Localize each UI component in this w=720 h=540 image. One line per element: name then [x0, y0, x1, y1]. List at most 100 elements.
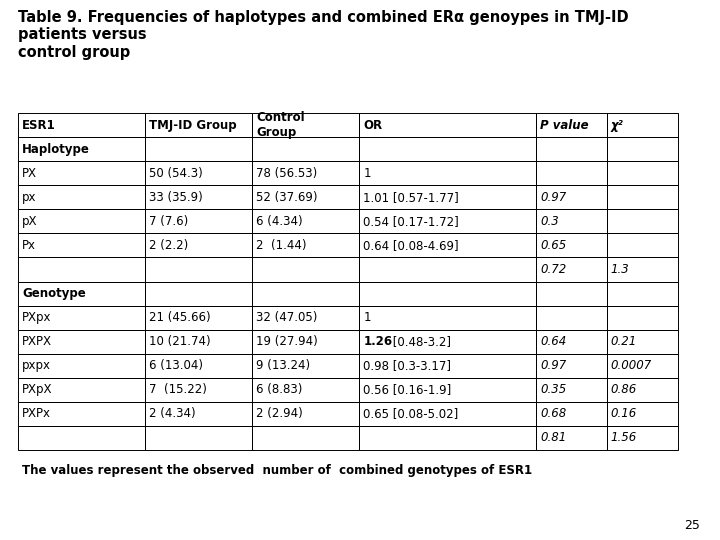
- Bar: [607, 185, 678, 210]
- Bar: [607, 113, 678, 137]
- Text: 0.68: 0.68: [540, 407, 567, 421]
- Bar: [536, 426, 607, 450]
- Text: [0.48-3.2]: [0.48-3.2]: [390, 335, 451, 348]
- Bar: [145, 426, 252, 450]
- Text: PXpX: PXpX: [22, 383, 53, 396]
- Bar: [18, 281, 145, 306]
- Text: 0.56 [0.16-1.9]: 0.56 [0.16-1.9]: [363, 383, 451, 396]
- Text: OR: OR: [363, 119, 382, 132]
- Bar: [252, 210, 359, 233]
- Bar: [252, 137, 359, 161]
- Bar: [607, 161, 678, 185]
- Text: 1.01 [0.57-1.77]: 1.01 [0.57-1.77]: [363, 191, 459, 204]
- Text: Px: Px: [22, 239, 36, 252]
- Bar: [252, 426, 359, 450]
- Bar: [145, 137, 252, 161]
- Bar: [145, 329, 252, 354]
- Bar: [359, 161, 536, 185]
- Text: Table 9. Frequencies of haplotypes and combined ERα genoypes in TMJ-ID
patients : Table 9. Frequencies of haplotypes and c…: [18, 10, 629, 60]
- Bar: [18, 233, 145, 258]
- Text: 1: 1: [363, 311, 371, 324]
- Bar: [359, 113, 536, 137]
- Bar: [359, 137, 536, 161]
- Bar: [536, 113, 607, 137]
- Text: Genotype: Genotype: [22, 287, 86, 300]
- Text: 6 (8.83): 6 (8.83): [256, 383, 302, 396]
- Bar: [18, 161, 145, 185]
- Bar: [145, 233, 252, 258]
- Bar: [252, 402, 359, 426]
- Bar: [536, 161, 607, 185]
- Text: 0.35: 0.35: [540, 383, 567, 396]
- Bar: [607, 354, 678, 378]
- Text: 0.16: 0.16: [611, 407, 637, 421]
- Text: 0.64 [0.08-4.69]: 0.64 [0.08-4.69]: [363, 239, 459, 252]
- Bar: [607, 210, 678, 233]
- Text: 0.65 [0.08-5.02]: 0.65 [0.08-5.02]: [363, 407, 459, 421]
- Bar: [359, 233, 536, 258]
- Bar: [536, 281, 607, 306]
- Bar: [145, 378, 252, 402]
- Bar: [607, 258, 678, 281]
- Bar: [18, 402, 145, 426]
- Bar: [18, 113, 145, 137]
- Bar: [18, 258, 145, 281]
- Bar: [252, 258, 359, 281]
- Bar: [145, 402, 252, 426]
- Text: PXpx: PXpx: [22, 311, 52, 324]
- Text: 0.3: 0.3: [540, 215, 559, 228]
- Bar: [359, 258, 536, 281]
- Bar: [145, 354, 252, 378]
- Text: PXPx: PXPx: [22, 407, 51, 421]
- Text: 6 (4.34): 6 (4.34): [256, 215, 303, 228]
- Text: 2 (2.2): 2 (2.2): [149, 239, 189, 252]
- Bar: [145, 210, 252, 233]
- Bar: [18, 378, 145, 402]
- Text: Control
Group: Control Group: [256, 111, 305, 139]
- Bar: [607, 426, 678, 450]
- Bar: [607, 137, 678, 161]
- Bar: [145, 113, 252, 137]
- Text: 0.64: 0.64: [540, 335, 567, 348]
- Bar: [252, 281, 359, 306]
- Bar: [607, 329, 678, 354]
- Bar: [252, 306, 359, 329]
- Bar: [252, 185, 359, 210]
- Bar: [18, 185, 145, 210]
- Text: 6 (13.04): 6 (13.04): [149, 359, 203, 372]
- Text: 0.54 [0.17-1.72]: 0.54 [0.17-1.72]: [363, 215, 459, 228]
- Text: 78 (56.53): 78 (56.53): [256, 167, 318, 180]
- Bar: [536, 185, 607, 210]
- Bar: [536, 378, 607, 402]
- Text: 2 (4.34): 2 (4.34): [149, 407, 196, 421]
- Text: PXPX: PXPX: [22, 335, 52, 348]
- Text: px: px: [22, 191, 37, 204]
- Bar: [145, 258, 252, 281]
- Text: TMJ-ID Group: TMJ-ID Group: [149, 119, 237, 132]
- Text: 7 (7.6): 7 (7.6): [149, 215, 189, 228]
- Bar: [359, 281, 536, 306]
- Bar: [607, 233, 678, 258]
- Text: 1.3: 1.3: [611, 263, 629, 276]
- Text: The values represent the observed  number of  combined genotypes of ESR1: The values represent the observed number…: [22, 464, 532, 477]
- Bar: [18, 354, 145, 378]
- Text: 33 (35.9): 33 (35.9): [149, 191, 203, 204]
- Text: 0.72: 0.72: [540, 263, 567, 276]
- Bar: [536, 258, 607, 281]
- Bar: [359, 354, 536, 378]
- Text: 9 (13.24): 9 (13.24): [256, 359, 310, 372]
- Text: 1.56: 1.56: [611, 431, 637, 444]
- Bar: [607, 378, 678, 402]
- Bar: [536, 137, 607, 161]
- Bar: [536, 210, 607, 233]
- Bar: [145, 161, 252, 185]
- Bar: [252, 113, 359, 137]
- Text: 1: 1: [363, 167, 371, 180]
- Text: 0.97: 0.97: [540, 191, 567, 204]
- Bar: [536, 233, 607, 258]
- Bar: [607, 306, 678, 329]
- Bar: [536, 329, 607, 354]
- Text: pX: pX: [22, 215, 37, 228]
- Bar: [536, 306, 607, 329]
- Text: 0.65: 0.65: [540, 239, 567, 252]
